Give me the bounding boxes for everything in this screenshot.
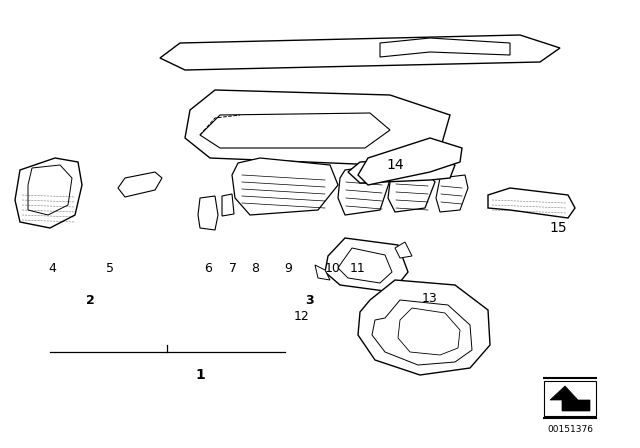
Text: 14: 14 xyxy=(386,158,404,172)
Polygon shape xyxy=(380,38,510,57)
Text: 1: 1 xyxy=(195,368,205,382)
Polygon shape xyxy=(358,280,490,375)
Polygon shape xyxy=(200,113,390,148)
Polygon shape xyxy=(222,194,234,216)
Polygon shape xyxy=(372,300,472,365)
Polygon shape xyxy=(358,138,462,185)
Polygon shape xyxy=(348,158,455,183)
Text: 10: 10 xyxy=(325,262,341,275)
Bar xyxy=(544,381,596,416)
Text: 11: 11 xyxy=(350,262,366,275)
Polygon shape xyxy=(398,308,460,355)
Polygon shape xyxy=(325,238,408,292)
Polygon shape xyxy=(160,35,560,70)
Text: 00151376: 00151376 xyxy=(547,425,593,434)
Text: 7: 7 xyxy=(229,262,237,275)
Text: 3: 3 xyxy=(306,293,314,306)
Text: 5: 5 xyxy=(106,262,114,275)
Text: 8: 8 xyxy=(251,262,259,275)
Polygon shape xyxy=(488,188,575,218)
Text: 13: 13 xyxy=(422,292,438,305)
Polygon shape xyxy=(338,165,390,215)
Polygon shape xyxy=(315,265,330,280)
Polygon shape xyxy=(388,170,435,212)
Polygon shape xyxy=(198,196,218,230)
Text: 12: 12 xyxy=(294,310,310,323)
Text: 4: 4 xyxy=(48,262,56,275)
Polygon shape xyxy=(28,165,72,215)
Polygon shape xyxy=(550,386,590,411)
Polygon shape xyxy=(436,175,468,212)
Text: 2: 2 xyxy=(86,293,94,306)
Polygon shape xyxy=(185,90,450,165)
Text: 15: 15 xyxy=(549,221,567,235)
Text: 6: 6 xyxy=(204,262,212,275)
Polygon shape xyxy=(15,158,82,228)
Text: 9: 9 xyxy=(284,262,292,275)
Polygon shape xyxy=(232,158,338,215)
Polygon shape xyxy=(118,172,162,197)
Polygon shape xyxy=(338,248,392,283)
Polygon shape xyxy=(395,242,412,258)
